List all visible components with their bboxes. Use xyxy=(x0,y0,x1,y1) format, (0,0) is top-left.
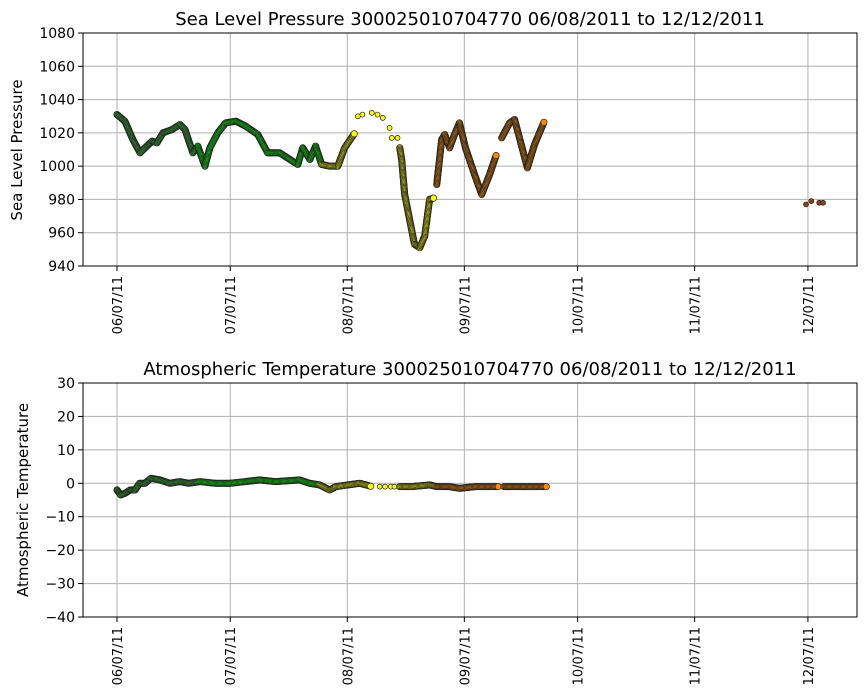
chart-title: Sea Level Pressure 300025010704770 06/08… xyxy=(175,9,765,30)
y-tick-label: −20 xyxy=(45,543,75,559)
data-point xyxy=(368,110,375,116)
x-tick-label: 12/07/11 xyxy=(802,627,817,685)
y-tick-label: 1060 xyxy=(39,59,75,75)
data-point xyxy=(350,130,358,138)
y-tick-label: −10 xyxy=(45,510,75,526)
y-tick-label: 30 xyxy=(57,376,75,392)
x-tick-label: 09/07/11 xyxy=(458,627,473,685)
data-point xyxy=(376,483,383,490)
y-tick-label: 1080 xyxy=(39,26,75,42)
y-tick-label: 10 xyxy=(57,443,75,459)
data-point xyxy=(492,152,500,160)
y-tick-label: 980 xyxy=(48,192,75,208)
data-point xyxy=(388,135,395,141)
y-tick-label: 1020 xyxy=(39,126,75,142)
x-tick-label: 12/07/11 xyxy=(802,276,817,334)
x-tick-label: 07/07/11 xyxy=(224,276,239,334)
y-tick-label: −40 xyxy=(45,610,75,626)
data-point xyxy=(429,194,438,202)
y-tick-label: −30 xyxy=(45,577,75,593)
x-tick-label: 10/07/11 xyxy=(572,276,587,334)
y-tick-label: 1000 xyxy=(39,159,75,175)
data-point xyxy=(367,482,375,490)
data-point xyxy=(359,111,366,118)
atmospheric-temperature-plot: Atmospheric Temperature 300025010704770 … xyxy=(14,359,858,685)
x-tick-label: 11/07/11 xyxy=(689,627,704,685)
x-tick-label: 06/07/11 xyxy=(111,276,126,334)
x-tick-label: 11/07/11 xyxy=(689,276,704,334)
data-point xyxy=(820,199,826,206)
data-point xyxy=(540,118,548,126)
x-tick-label: 08/07/11 xyxy=(341,627,356,685)
sea-level-pressure-plot: Sea Level Pressure 300025010704770 06/08… xyxy=(8,9,858,334)
data-point xyxy=(394,135,401,141)
plot-frame xyxy=(82,32,858,267)
y-tick-label: 940 xyxy=(48,259,75,275)
data-point xyxy=(808,198,815,204)
data-point xyxy=(803,201,809,208)
y-axis-label: Sea Level Pressure xyxy=(8,79,26,220)
data-point xyxy=(542,483,550,491)
y-axis-label: Atmospheric Temperature xyxy=(14,403,32,597)
y-tick-label: 960 xyxy=(48,226,75,242)
x-tick-label: 08/07/11 xyxy=(341,276,356,334)
x-tick-label: 07/07/11 xyxy=(224,627,239,685)
data-point xyxy=(386,125,393,131)
plot-frame xyxy=(82,382,858,618)
y-tick-label: 1040 xyxy=(39,93,75,109)
y-tick-label: 0 xyxy=(66,476,75,492)
data-point xyxy=(382,483,388,490)
data-point xyxy=(374,111,381,118)
x-tick-label: 06/07/11 xyxy=(111,627,126,685)
chart-title: Atmospheric Temperature 300025010704770 … xyxy=(143,359,796,380)
data-point xyxy=(379,115,386,121)
x-tick-label: 09/07/11 xyxy=(458,276,473,334)
y-tick-label: 20 xyxy=(57,409,75,425)
x-tick-label: 10/07/11 xyxy=(572,627,587,685)
